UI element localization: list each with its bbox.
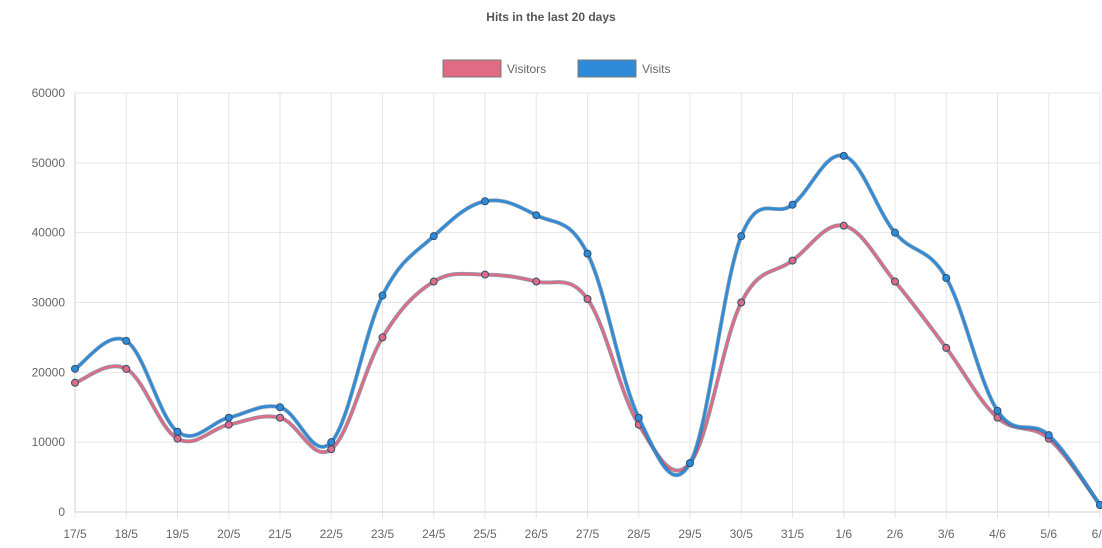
x-tick-label: 31/5 [781,527,805,541]
x-tick-label: 19/5 [166,527,190,541]
data-point-visitors [429,277,438,286]
legend-swatch-visitors [442,59,502,78]
data-point-visits [1096,501,1102,510]
y-tick-label: 0 [58,505,65,519]
y-axis-ticks: 0 10000 20000 30000 40000 50000 60000 [32,86,66,519]
data-point-visits [481,197,489,206]
y-tick-label: 60000 [32,86,66,100]
grid [74,92,1101,518]
data-point-visits [839,151,848,160]
data-point-visits [429,232,438,241]
data-point-visits [532,211,541,220]
data-point-visitors [173,434,182,443]
data-point-visits [327,438,336,447]
data-point-visitors [276,413,284,422]
x-tick-label: 29/5 [678,527,702,541]
data-point-visitors [532,277,541,286]
data-point-visits [173,427,182,436]
data-point-visitors [224,420,233,429]
data-point-visits [122,336,131,345]
x-tick-label: 28/5 [627,527,651,541]
x-tick-label: 24/5 [422,527,446,541]
data-point-visitors [839,221,848,230]
data-point-visits [583,249,592,258]
x-tick-label: 30/5 [730,527,754,541]
data-point-visits [993,406,1002,415]
data-point-visitors [481,270,489,279]
data-point-visitors [737,298,746,307]
data-point-visitors [378,333,387,342]
legend-swatch-visits [577,59,637,78]
series-layer [71,151,1102,510]
data-point-visits [1044,431,1053,440]
data-point-visits [891,228,899,237]
data-point-visitors [788,256,797,265]
legend-label-visits: Visits [642,62,670,76]
y-tick-label: 10000 [32,435,66,449]
data-point-visits [942,274,951,283]
legend: Visitors Visits [442,59,670,78]
data-point-visits [788,200,797,209]
legend-label-visitors: Visitors [507,62,546,76]
x-tick-label: 4/6 [989,527,1006,541]
data-point-visits [634,413,643,422]
data-point-visits [224,413,233,422]
x-tick-label: 27/5 [576,527,600,541]
data-point-visitors [71,378,79,387]
x-tick-label: 3/6 [938,527,955,541]
data-point-visits [737,232,746,241]
x-tick-label: 26/5 [525,527,549,541]
data-point-visitors [122,364,131,373]
y-tick-label: 30000 [32,296,66,310]
x-tick-label: 20/5 [217,527,241,541]
data-point-visits [71,364,79,373]
data-point-visitors [942,343,951,352]
x-tick-label: 23/5 [371,527,395,541]
x-tick-label: 6/6 [1092,527,1102,541]
series-line-visitors [74,224,1101,506]
chart-title: Hits in the last 20 days [486,10,616,24]
x-tick-label: 5/6 [1040,527,1057,541]
x-tick-label: 21/5 [268,527,292,541]
series-line-visits [74,154,1102,506]
data-point-visitors [891,277,899,286]
data-point-visits [276,403,284,412]
x-tick-label: 2/6 [887,527,904,541]
x-tick-label: 18/5 [115,527,139,541]
data-point-visits [686,459,694,468]
y-tick-label: 50000 [32,156,66,170]
x-tick-label: 1/6 [835,527,852,541]
data-point-visits [378,291,387,300]
x-tick-label: 17/5 [63,527,87,541]
y-tick-label: 20000 [32,365,66,379]
x-axis-ticks: 17/5 18/5 19/5 20/5 21/5 22/5 23/5 24/5 25/5 26/5… [63,527,1102,541]
data-point-visitors [583,295,592,304]
x-tick-label: 22/5 [320,527,344,541]
y-tick-label: 40000 [32,226,66,240]
x-tick-label: 25/5 [473,527,497,541]
